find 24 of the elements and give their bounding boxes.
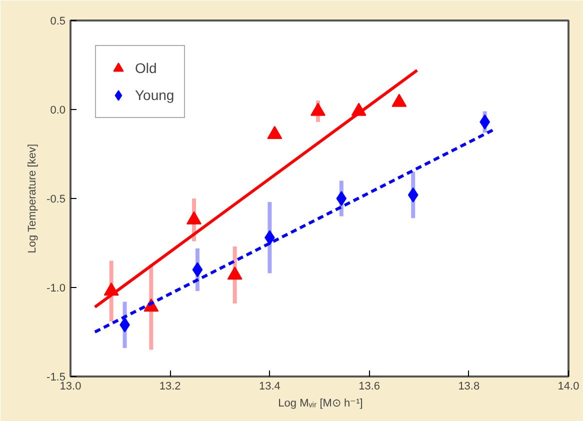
x-tick-label: 13.2 bbox=[159, 380, 181, 392]
point bbox=[310, 102, 326, 116]
point bbox=[267, 126, 282, 139]
y-axis-title: Log Temperature [kev] bbox=[26, 144, 39, 254]
y-tick-label: 0.0 bbox=[50, 104, 66, 116]
point bbox=[408, 187, 418, 202]
y-tick-label: -1.5 bbox=[46, 372, 66, 384]
y-tick-label: -1.0 bbox=[46, 282, 66, 294]
legend-label: Old bbox=[135, 60, 157, 76]
point bbox=[392, 94, 407, 107]
x-tick-label: 13.6 bbox=[358, 380, 380, 392]
x-tick-label: 13.8 bbox=[458, 380, 480, 392]
y-tick-label: 0.5 bbox=[50, 16, 66, 28]
legend-label: Young bbox=[135, 87, 174, 103]
x-tick-label: 13.0 bbox=[60, 380, 82, 392]
point bbox=[227, 266, 242, 280]
point bbox=[192, 262, 203, 278]
x-axis-title: Log Mᵥᵢᵣ [M⊙ h⁻¹] bbox=[278, 398, 363, 410]
x-tick-label: 13.4 bbox=[258, 380, 280, 392]
y-tick-label: -0.5 bbox=[46, 194, 66, 206]
point bbox=[186, 211, 202, 224]
point bbox=[480, 114, 490, 130]
x-tick-label: 14.0 bbox=[558, 380, 580, 392]
point bbox=[336, 191, 347, 206]
